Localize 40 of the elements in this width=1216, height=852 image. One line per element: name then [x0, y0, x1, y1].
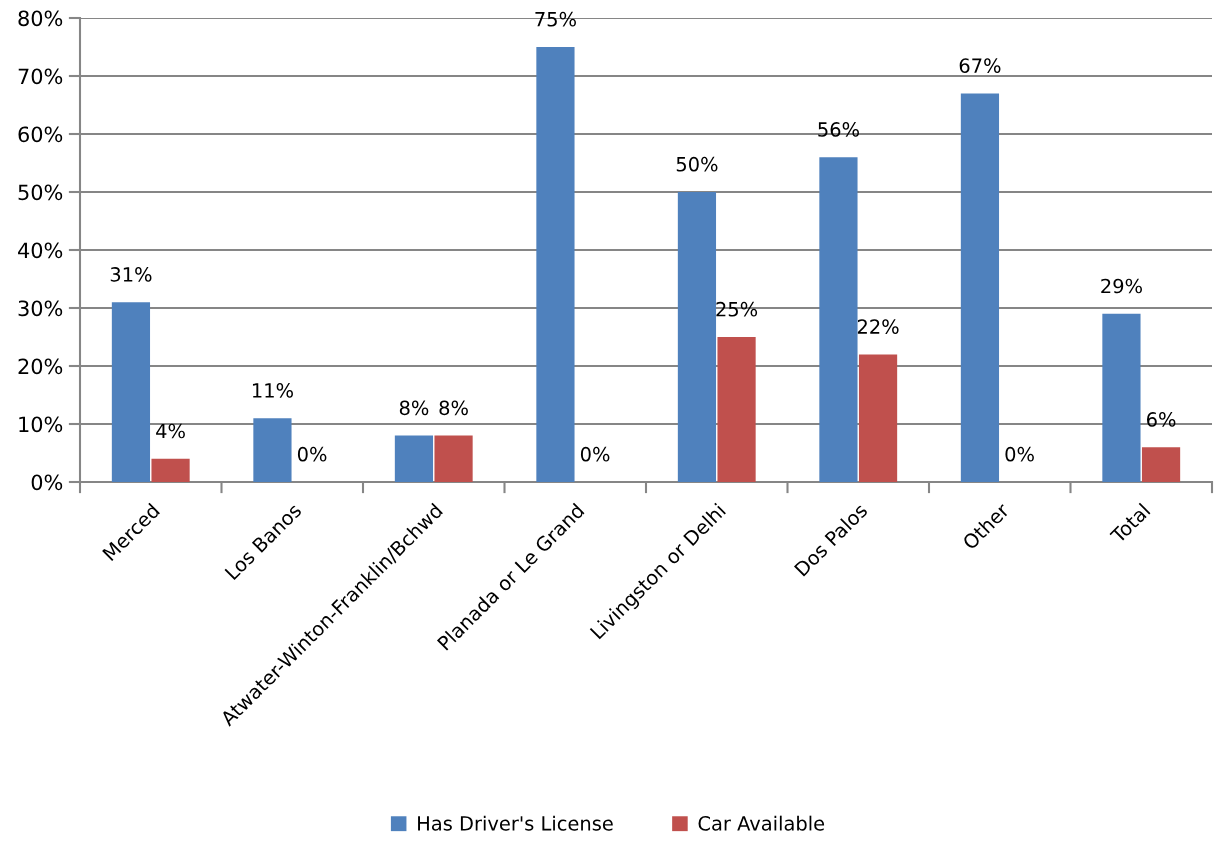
y-tick-label: 40% — [18, 242, 63, 259]
data-label: 50% — [676, 156, 718, 172]
data-label: 8% — [399, 400, 429, 416]
y-tick-label: 50% — [18, 184, 63, 201]
data-label: 0% — [580, 446, 610, 462]
bar — [1141, 447, 1181, 482]
y-tick-label: 30% — [18, 300, 63, 317]
data-label: 75% — [535, 11, 576, 27]
bar — [151, 458, 190, 482]
y-tick-label: 70% — [18, 68, 63, 85]
bar — [819, 157, 858, 482]
bar — [253, 418, 292, 482]
bar — [960, 93, 1000, 482]
y-tick-label: 60% — [18, 126, 63, 143]
y-tick-label: 80% — [18, 10, 63, 27]
bar — [111, 302, 151, 482]
bar — [677, 192, 717, 482]
legend-label: Has Driver's License — [418, 815, 613, 831]
bar — [858, 354, 898, 482]
y-tick-label: 10% — [19, 416, 63, 433]
legend-label: Car Available — [698, 815, 825, 831]
data-label: 25% — [716, 301, 758, 317]
bar — [434, 435, 473, 482]
data-label: 8% — [439, 400, 468, 416]
data-label: 0% — [1005, 446, 1034, 462]
bar — [717, 337, 756, 482]
data-label: 11% — [252, 383, 293, 398]
y-tick-label: 20% — [18, 358, 63, 375]
data-label: 67% — [959, 58, 1001, 73]
data-label: 22% — [857, 319, 899, 334]
data-label: 6% — [1146, 412, 1176, 427]
data-label: 0% — [297, 446, 327, 462]
data-label: 31% — [110, 267, 152, 282]
y-tick-label: 0% — [31, 474, 63, 491]
data-label: 4% — [156, 423, 185, 439]
data-label: 29% — [1101, 278, 1142, 294]
bar — [536, 47, 575, 482]
bar — [394, 435, 434, 482]
bar — [1102, 313, 1141, 482]
data-label: 56% — [818, 122, 859, 137]
